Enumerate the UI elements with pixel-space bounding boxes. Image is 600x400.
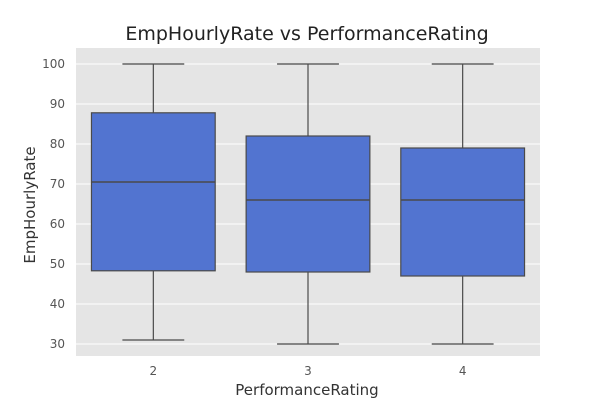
- y-tick-label: 70: [50, 177, 65, 191]
- y-tick-label: 100: [42, 57, 65, 71]
- box-iqr: [245, 135, 371, 273]
- y-tick-label: 90: [50, 97, 65, 111]
- x-tick-label: 2: [150, 364, 158, 378]
- y-tick-label: 60: [50, 217, 65, 231]
- x-tick-label: 3: [304, 364, 312, 378]
- y-axis-label: EmpHourlyRate: [21, 146, 39, 263]
- chart-title: EmpHourlyRate vs PerformanceRating: [125, 23, 488, 45]
- x-tick-label: 4: [459, 364, 467, 378]
- y-tick-label: 30: [50, 337, 65, 351]
- y-tick-label: 50: [50, 257, 65, 271]
- box-iqr: [400, 147, 526, 277]
- plot-area: 30 40 50 60 70 80 90 100 2 3 4: [42, 48, 540, 378]
- y-tick-label: 80: [50, 137, 65, 151]
- y-tick-label: 40: [50, 297, 65, 311]
- box-iqr: [90, 112, 216, 272]
- x-axis-label: PerformanceRating: [235, 381, 378, 399]
